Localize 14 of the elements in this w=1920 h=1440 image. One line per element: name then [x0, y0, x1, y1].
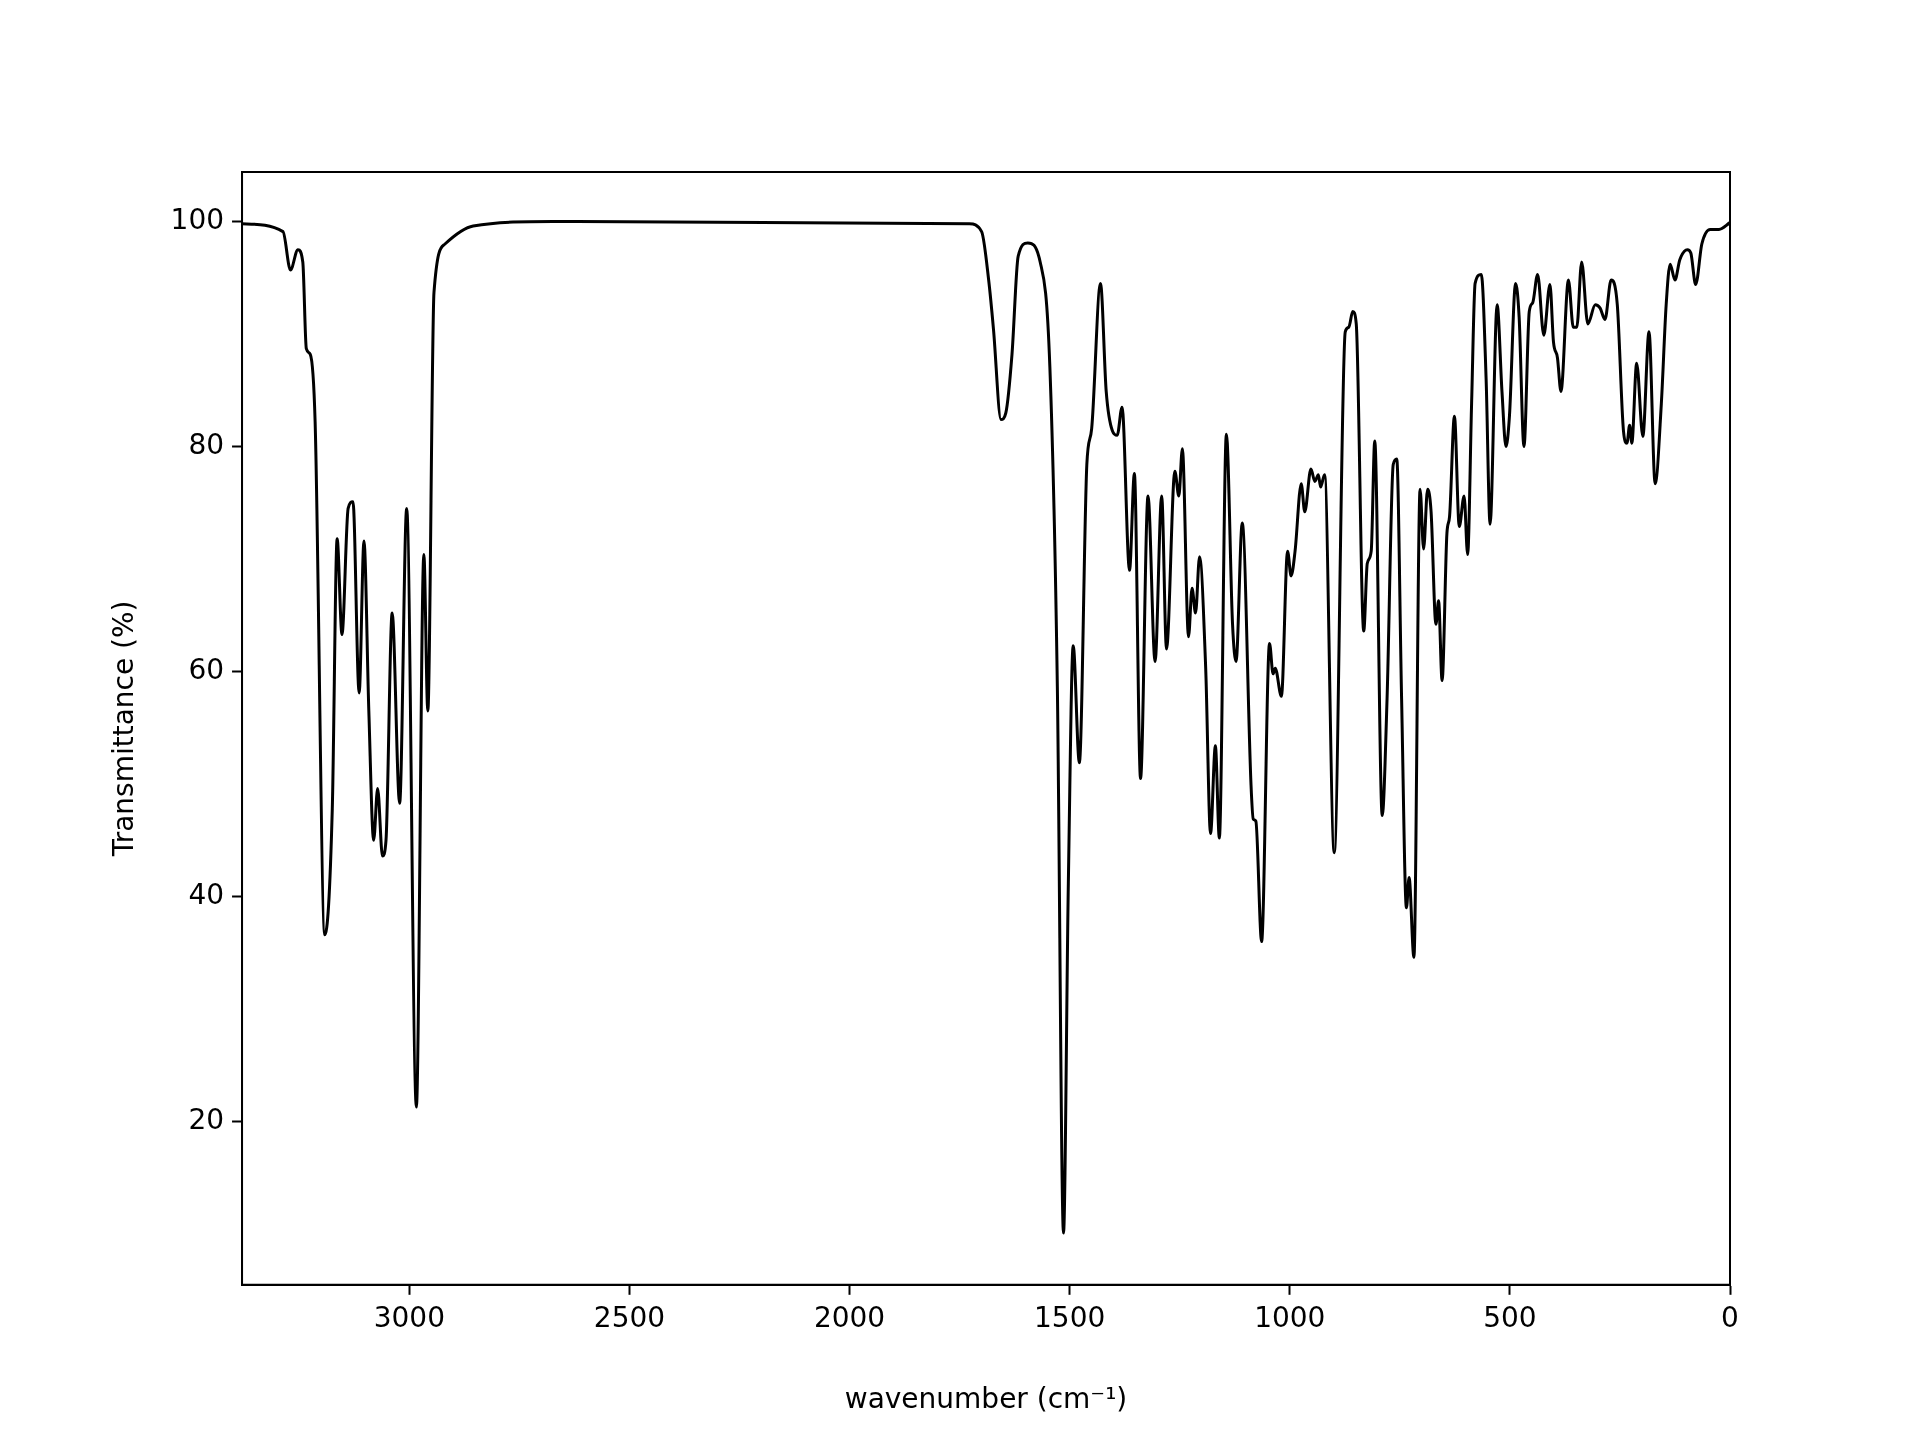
y-tick-label: 60: [188, 652, 225, 686]
x-tick-label: 3000: [373, 1300, 445, 1334]
x-tick-label: 1500: [1034, 1300, 1106, 1334]
y-tick-label: 100: [170, 202, 225, 236]
y-axis-title: Transmittance (%): [107, 600, 141, 858]
x-tick-label: 1000: [1254, 1300, 1326, 1334]
x-tick-label: 2500: [593, 1300, 666, 1334]
x-axis-title: wavenumber (cm⁻¹): [844, 1382, 1128, 1416]
y-tick-label: 20: [188, 1102, 225, 1136]
x-tick-label: 0: [1721, 1300, 1739, 1334]
y-tick-label: 80: [188, 427, 225, 461]
x-tick-label: 500: [1483, 1300, 1537, 1334]
y-tick-label: 40: [188, 877, 225, 911]
x-tick-label: 2000: [813, 1300, 886, 1334]
